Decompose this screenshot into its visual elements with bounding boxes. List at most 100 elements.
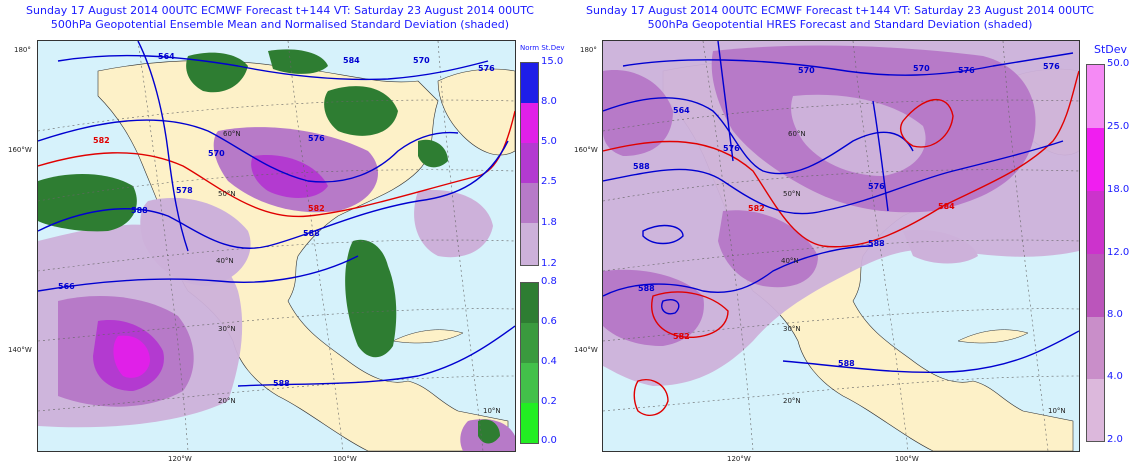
- lat-label: 20°N: [218, 397, 236, 405]
- geopotential-contours: [603, 41, 1079, 417]
- stdev-shade-mid-core: [791, 94, 926, 176]
- contour-label: 588: [131, 206, 148, 215]
- contour-label: 576: [1043, 62, 1060, 71]
- contour-label: 576: [478, 64, 495, 73]
- left-title-line1: Sunday 17 August 2014 00UTC ECMWF Foreca…: [26, 4, 534, 17]
- right-lon-label-140w: 140°W: [574, 346, 598, 354]
- right-colorbar-tick: 12.0: [1107, 247, 1130, 258]
- left-lon-label-180: 180°: [14, 46, 31, 54]
- contour-label: 588: [633, 162, 650, 171]
- left-colorbar-tick: 0.2: [541, 396, 557, 407]
- lat-labels: 60°N 50°N 40°N 30°N 20°N 10°N: [781, 130, 1066, 415]
- left-colorbar-tick: 1.8: [541, 217, 557, 228]
- left-colorbar-tick: 8.0: [541, 96, 557, 107]
- graticule: [603, 41, 1079, 451]
- contour-label: 582: [748, 204, 765, 213]
- left-colorbar-green: [520, 282, 539, 444]
- stdev-shade-green-nw: [186, 52, 248, 93]
- lat-label: 60°N: [788, 130, 806, 138]
- stdev-shade-green-n: [268, 49, 328, 74]
- right-map: 564 576 570 576 588 582 576 588 588 584 …: [602, 40, 1080, 452]
- lat-label: 60°N: [223, 130, 241, 138]
- left-map-graphic: 564 576 582 588 570 582 584 578 588 566 …: [38, 41, 515, 451]
- contour-label: 576: [958, 66, 975, 75]
- contour-label: 588: [838, 359, 855, 368]
- right-colorbar-tick: 4.0: [1107, 371, 1123, 382]
- right-colorbar: [1086, 64, 1105, 442]
- contour-label: 566: [58, 282, 75, 291]
- right-colorbar-tick: 8.0: [1107, 309, 1123, 320]
- right-lon-label-100w: 100°W: [895, 455, 919, 463]
- contour-label: 576: [868, 182, 885, 191]
- lat-labels: 60°N 50°N 40°N 30°N 20°N 10°N: [216, 130, 501, 415]
- lat-label: 10°N: [483, 407, 501, 415]
- left-lon-label-160w: 160°W: [8, 146, 32, 154]
- contour-label: 582: [673, 332, 690, 341]
- stdev-shade-magenta: [113, 335, 150, 378]
- contour-label: 582: [308, 204, 325, 213]
- lat-label: 20°N: [783, 397, 801, 405]
- graticule: [38, 41, 515, 451]
- stdev-shade-mid-west: [603, 70, 673, 156]
- stdev-shade-mid-sw: [603, 269, 704, 346]
- stdev-shade-green-se: [478, 419, 500, 444]
- left-colorbar-tick: 0.8: [541, 276, 557, 287]
- left-colorbar-tick: 0.6: [541, 316, 557, 327]
- contour-label: 588: [303, 229, 320, 238]
- contour-label-text: 564 576 582 588 570 582 584 578 588 566 …: [58, 52, 495, 388]
- lat-label: 30°N: [218, 325, 236, 333]
- left-title-line2: 500hPa Geopotential Ensemble Mean and No…: [50, 18, 510, 31]
- right-lon-label-180: 180°: [580, 46, 597, 54]
- lat-label: 30°N: [783, 325, 801, 333]
- left-colorbar-tick: 15.0: [541, 56, 564, 67]
- contour-label: 576: [308, 134, 325, 143]
- contour-label: 576: [723, 144, 740, 153]
- stdev-shade-green-w: [38, 174, 137, 232]
- cuba-land: [392, 329, 464, 344]
- stdev-shade-purple-west: [140, 197, 251, 286]
- stdev-shade-green-e: [418, 139, 448, 168]
- lat-label: 50°N: [783, 190, 801, 198]
- contour-label: 570: [913, 64, 930, 73]
- contour-label: 584: [343, 56, 360, 65]
- contour-label: 584: [938, 202, 955, 211]
- right-colorbar-tick: 18.0: [1107, 184, 1130, 195]
- contour-label-text: 564 576 570 576 588 582 576 588 588 584 …: [633, 62, 1060, 368]
- contour-label: 582: [93, 136, 110, 145]
- contour-label: 578: [176, 186, 193, 195]
- left-lon-label-120w: 120°W: [168, 455, 192, 463]
- right-colorbar-tick: 25.0: [1107, 121, 1130, 132]
- stdev-shade-purple-north-core: [251, 155, 328, 198]
- greenland-land: [437, 68, 515, 156]
- right-title-line1: Sunday 17 August 2014 00UTC ECMWF Foreca…: [586, 4, 1094, 17]
- left-colorbar-purple: [520, 62, 539, 266]
- left-lon-label-140w: 140°W: [8, 346, 32, 354]
- right-title-line2: 500hPa Geopotential HRES Forecast and St…: [647, 18, 1033, 31]
- stdev-shade-green-central: [345, 239, 397, 358]
- left-colorbar-tick: 5.0: [541, 136, 557, 147]
- contour-label: 564: [158, 52, 175, 61]
- contour-label: 564: [673, 106, 690, 115]
- left-map: 564 576 582 588 570 582 584 578 588 566 …: [37, 40, 516, 452]
- lat-label: 40°N: [781, 257, 799, 265]
- right-colorbar-title: StDev: [1094, 43, 1128, 56]
- left-colorbar-tick: 1.2: [541, 258, 557, 269]
- stdev-shade-green-ne: [324, 86, 398, 136]
- right-lon-label-160w: 160°W: [574, 146, 598, 154]
- right-colorbar-tick: 50.0: [1107, 58, 1130, 69]
- right-lon-label-120w: 120°W: [727, 455, 751, 463]
- contour-label: 570: [208, 149, 225, 158]
- lat-label: 40°N: [216, 257, 234, 265]
- left-colorbar-title: Norm St.Dev: [520, 44, 565, 52]
- stdev-shade-light-patch: [903, 230, 978, 264]
- contour-label: 588: [868, 239, 885, 248]
- contour-label: 588: [638, 284, 655, 293]
- lat-label: 10°N: [1048, 407, 1066, 415]
- stdev-shade-mid-central: [718, 210, 818, 288]
- contour-label: 570: [413, 56, 430, 65]
- geopotential-contours: [38, 41, 515, 387]
- left-colorbar-tick: 2.5: [541, 176, 557, 187]
- cuba-land: [957, 329, 1029, 344]
- contour-label: 588: [273, 379, 290, 388]
- left-colorbar-tick: 0.4: [541, 356, 557, 367]
